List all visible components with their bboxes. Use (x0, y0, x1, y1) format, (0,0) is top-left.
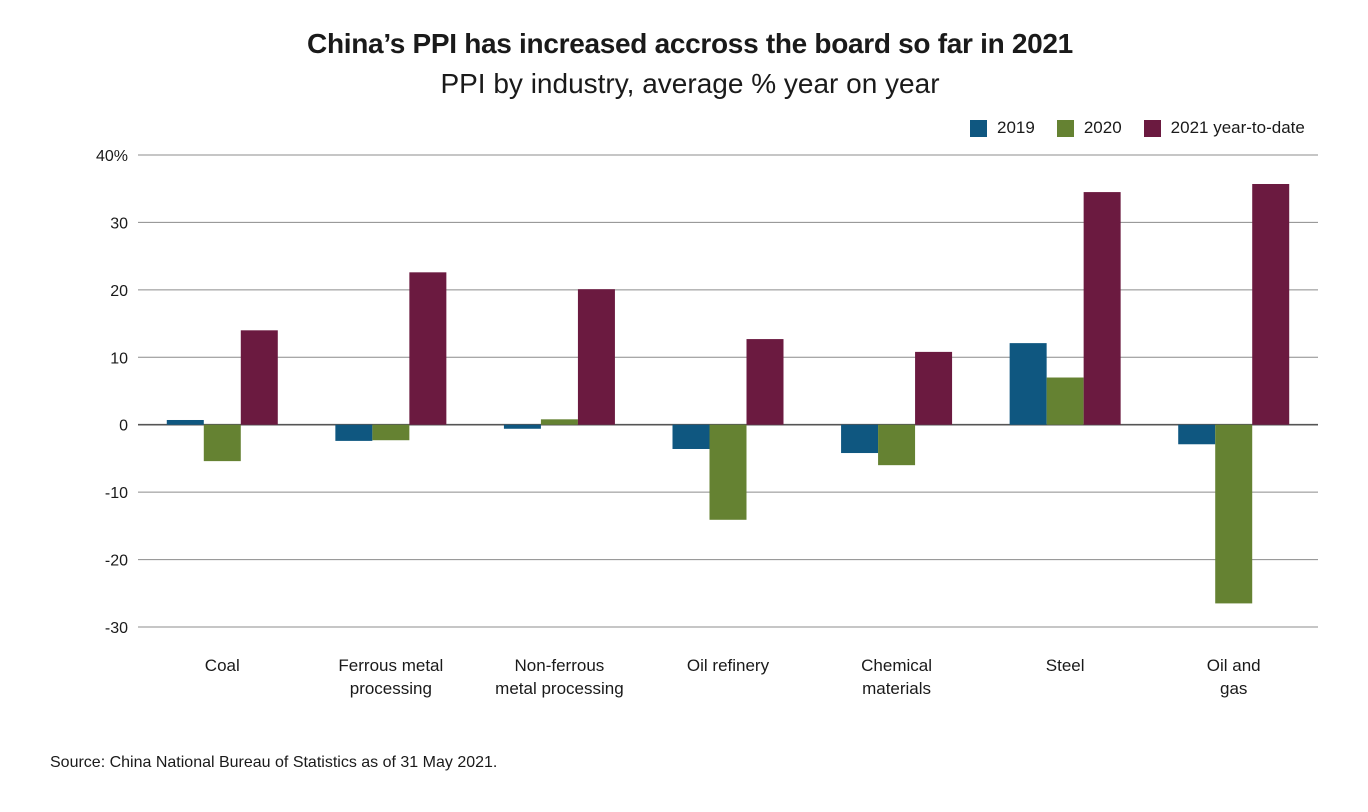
legend: 2019 2020 2021 year-to-date (970, 118, 1305, 138)
bar (841, 424, 879, 454)
bar (540, 419, 578, 425)
bar (1252, 183, 1290, 425)
x-tick-label: Ferrous metal processing (338, 656, 443, 698)
x-tick-label: Coal (205, 656, 240, 675)
x-tick-label: Non-ferrous metal processing (495, 656, 624, 698)
y-tick-label: 20 (110, 283, 128, 300)
legend-swatch-2019 (970, 119, 987, 137)
bar (1046, 377, 1084, 425)
x-tick-label: Chemical materials (861, 656, 932, 698)
x-tick-label: Oil and gas (1207, 656, 1261, 698)
x-tick-label: Steel (1046, 656, 1085, 675)
bar (915, 351, 953, 425)
legend-label-2020: 2020 (1083, 118, 1122, 137)
x-tick-label: Oil refinery (687, 656, 770, 675)
bar (240, 330, 278, 425)
legend-label-2021: 2021 year-to-date (1170, 118, 1305, 137)
bar (166, 419, 204, 425)
legend-label-2019: 2019 (997, 118, 1035, 137)
y-tick-label: -10 (105, 485, 128, 502)
bar-chart: -30 -20 -10 0 10 20 30 40% Coal Ferrous metal proc… (96, 148, 1318, 698)
chart-subtitle: PPI by industry, average % year on year (440, 68, 940, 99)
legend-swatch-2020 (1056, 119, 1074, 137)
y-tick-label: -30 (105, 620, 128, 637)
bar (1009, 343, 1047, 425)
bar (1178, 424, 1216, 445)
chart-title: China’s PPI has increased accross the bo… (307, 28, 1073, 59)
bar (672, 424, 710, 449)
bar (1215, 424, 1253, 604)
bar (503, 424, 541, 429)
legend-item-2020: 2020 (1056, 118, 1122, 138)
y-tick-label: 40% (96, 148, 128, 165)
bar (335, 424, 373, 441)
y-tick-label: -20 (105, 553, 128, 570)
legend-item-2021: 2021 year-to-date (1143, 118, 1305, 138)
bar (1083, 192, 1121, 425)
bar (577, 289, 615, 425)
bar (409, 272, 447, 425)
bar (709, 424, 747, 520)
y-tick-label: 0 (119, 418, 128, 435)
y-tick-label: 10 (110, 350, 128, 367)
bar (372, 424, 410, 441)
legend-item-2019: 2019 (970, 118, 1035, 138)
bar (746, 339, 784, 425)
y-tick-label: 30 (110, 215, 128, 232)
bar (203, 424, 241, 462)
source-note: Source: China National Bureau of Statist… (50, 754, 498, 771)
bar (878, 424, 916, 466)
legend-swatch-2021 (1143, 119, 1161, 137)
